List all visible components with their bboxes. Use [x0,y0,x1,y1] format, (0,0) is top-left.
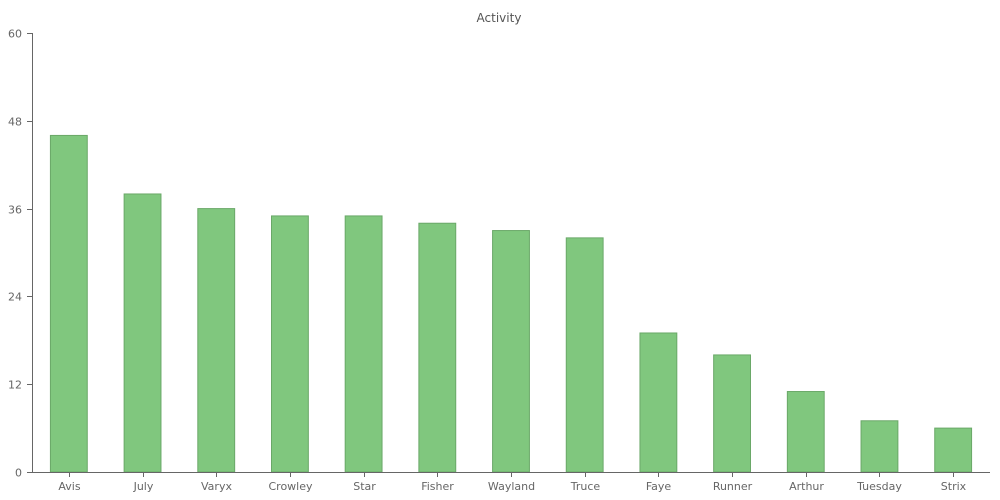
x-tick-label: July [133,480,154,493]
bar-fisher [418,222,457,473]
y-axis: 0 12 24 36 48 60 [8,28,33,480]
x-tick-label: Arthur [789,480,824,493]
bar-faye [639,332,678,473]
bar-wayland [492,230,530,473]
x-tick-label: Runner [713,480,753,493]
y-tick-label: 24 [8,291,22,304]
x-tick-label: Crowley [268,480,313,493]
x-tick-label: Faye [646,480,672,493]
x-tick-label: Fisher [421,480,454,493]
y-tick-label: 12 [8,379,22,392]
x-axis: Avis July Varyx Crowley Star Fisher Wayland Tru… [32,472,990,493]
bar-avis [49,134,88,473]
chart-title: Activity [477,11,522,25]
y-tick-label: 36 [8,204,22,217]
bar-arthur [786,391,825,473]
x-tick-label: Star [353,480,376,493]
bar-tuesday [860,420,899,473]
bar-star [344,215,383,473]
bar-varyx [197,208,236,473]
y-tick-label: 48 [8,116,22,129]
bar-strix [934,427,973,473]
x-tick-label: Tuesday [856,480,902,493]
bar-crowley [271,215,309,473]
bar-truce [565,237,604,473]
x-tick-label: Varyx [201,480,232,493]
x-tick-label: Wayland [488,480,535,493]
bars [49,134,973,473]
x-tick-label: Truce [570,480,601,493]
bar-runner [713,354,752,473]
bar-july [123,193,162,473]
y-tick-label: 60 [8,28,22,41]
y-tick-label: 0 [15,467,22,480]
x-tick-label: Strix [941,480,967,493]
x-tick-label: Avis [58,480,80,493]
